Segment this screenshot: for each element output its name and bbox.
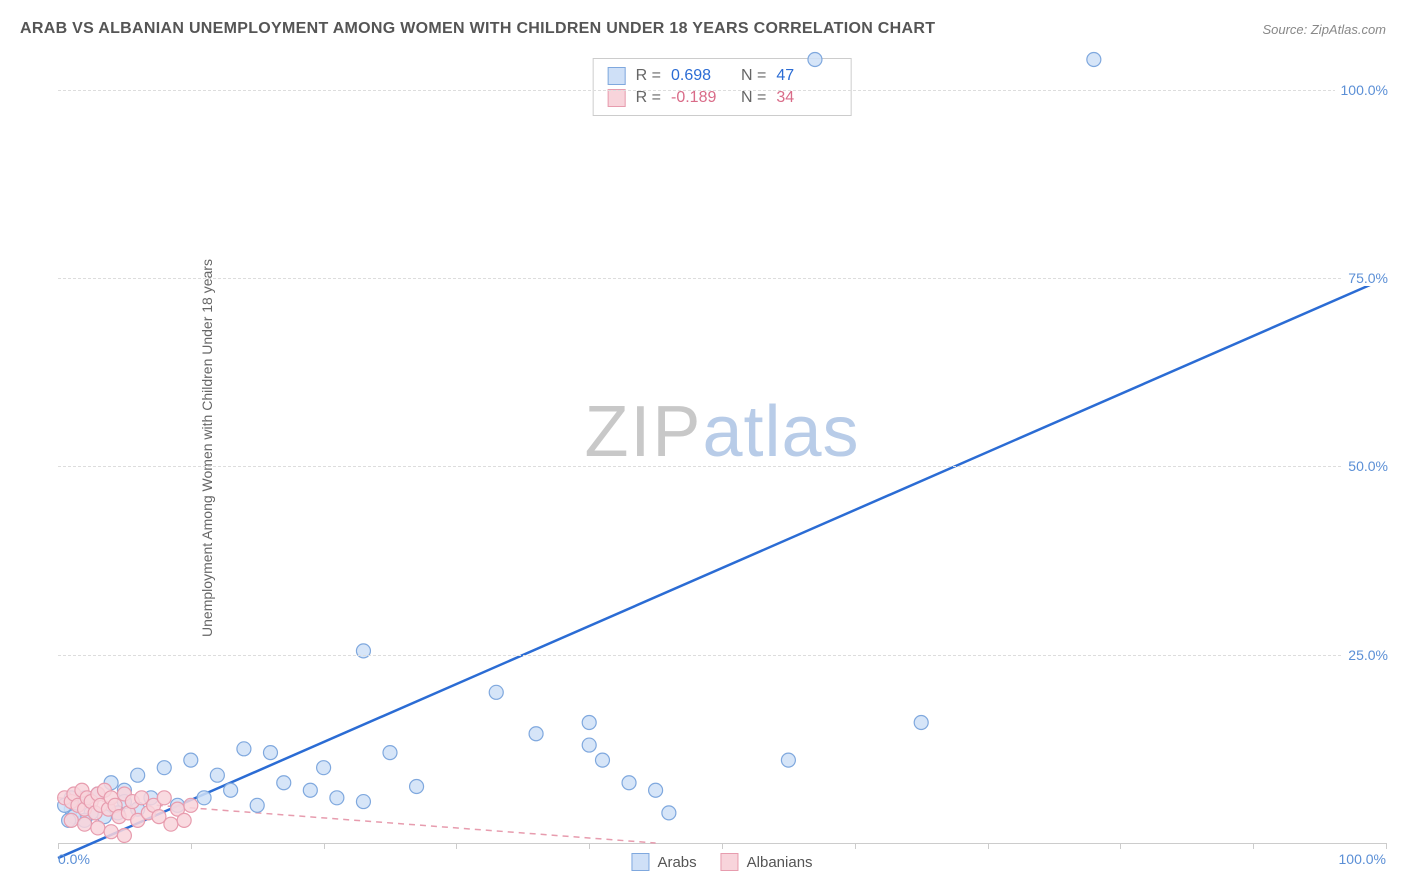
y-tick-label: 50.0%	[1342, 458, 1388, 474]
legend-item-albanians: Albanians	[721, 853, 813, 871]
x-tick	[722, 843, 723, 849]
x-tick	[324, 843, 325, 849]
data-point-arabs	[157, 761, 171, 775]
data-point-arabs	[781, 753, 795, 767]
data-point-arabs	[277, 776, 291, 790]
data-point-arabs	[622, 776, 636, 790]
plot-area: Unemployment Among Women with Children U…	[58, 52, 1386, 844]
data-point-arabs	[330, 791, 344, 805]
scatter-plot-svg	[58, 52, 1386, 843]
y-tick-label: 75.0%	[1342, 270, 1388, 286]
data-point-arabs	[250, 798, 264, 812]
data-point-albanians	[184, 798, 198, 812]
data-point-arabs	[356, 795, 370, 809]
legend-swatch-arabs	[631, 853, 649, 871]
x-tick	[589, 843, 590, 849]
y-tick-label: 100.0%	[1335, 82, 1388, 98]
y-tick-label: 25.0%	[1342, 647, 1388, 663]
data-point-arabs	[210, 768, 224, 782]
data-point-arabs	[808, 53, 822, 67]
data-point-arabs	[356, 644, 370, 658]
x-tick	[456, 843, 457, 849]
x-tick	[855, 843, 856, 849]
grid-line	[58, 278, 1386, 279]
x-tick	[1386, 843, 1387, 849]
x-tick	[191, 843, 192, 849]
data-point-arabs	[317, 761, 331, 775]
data-point-arabs	[649, 783, 663, 797]
data-point-arabs	[303, 783, 317, 797]
data-point-arabs	[662, 806, 676, 820]
data-point-arabs	[197, 791, 211, 805]
data-point-arabs	[582, 715, 596, 729]
data-point-arabs	[582, 738, 596, 752]
data-point-arabs	[224, 783, 238, 797]
data-point-albanians	[91, 821, 105, 835]
x-axis-min-label: 0.0%	[58, 851, 90, 867]
x-tick	[1253, 843, 1254, 849]
x-tick	[58, 843, 59, 849]
data-point-arabs	[383, 746, 397, 760]
data-point-arabs	[595, 753, 609, 767]
trend-line-arabs	[58, 278, 1386, 858]
chart-title: ARAB VS ALBANIAN UNEMPLOYMENT AMONG WOME…	[20, 20, 935, 38]
data-point-albanians	[177, 813, 191, 827]
x-axis-max-label: 100.0%	[1339, 851, 1386, 867]
grid-line	[58, 655, 1386, 656]
data-point-albanians	[117, 828, 131, 842]
data-point-arabs	[489, 685, 503, 699]
x-tick	[1120, 843, 1121, 849]
data-point-arabs	[529, 727, 543, 741]
source-attribution: Source: ZipAtlas.com	[1262, 22, 1386, 37]
data-point-arabs	[237, 742, 251, 756]
data-point-arabs	[410, 780, 424, 794]
legend-swatch-albanians	[721, 853, 739, 871]
grid-line	[58, 466, 1386, 467]
data-point-albanians	[157, 791, 171, 805]
grid-line	[58, 90, 1386, 91]
data-point-arabs	[914, 715, 928, 729]
legend-label-arabs: Arabs	[657, 854, 696, 871]
data-point-albanians	[104, 825, 118, 839]
data-point-albanians	[64, 813, 78, 827]
x-tick	[988, 843, 989, 849]
data-point-arabs	[131, 768, 145, 782]
data-point-albanians	[78, 817, 92, 831]
legend: Arabs Albanians	[631, 853, 812, 871]
legend-label-albanians: Albanians	[747, 854, 813, 871]
data-point-arabs	[1087, 53, 1101, 67]
data-point-albanians	[164, 817, 178, 831]
legend-item-arabs: Arabs	[631, 853, 696, 871]
data-point-arabs	[263, 746, 277, 760]
data-point-arabs	[184, 753, 198, 767]
